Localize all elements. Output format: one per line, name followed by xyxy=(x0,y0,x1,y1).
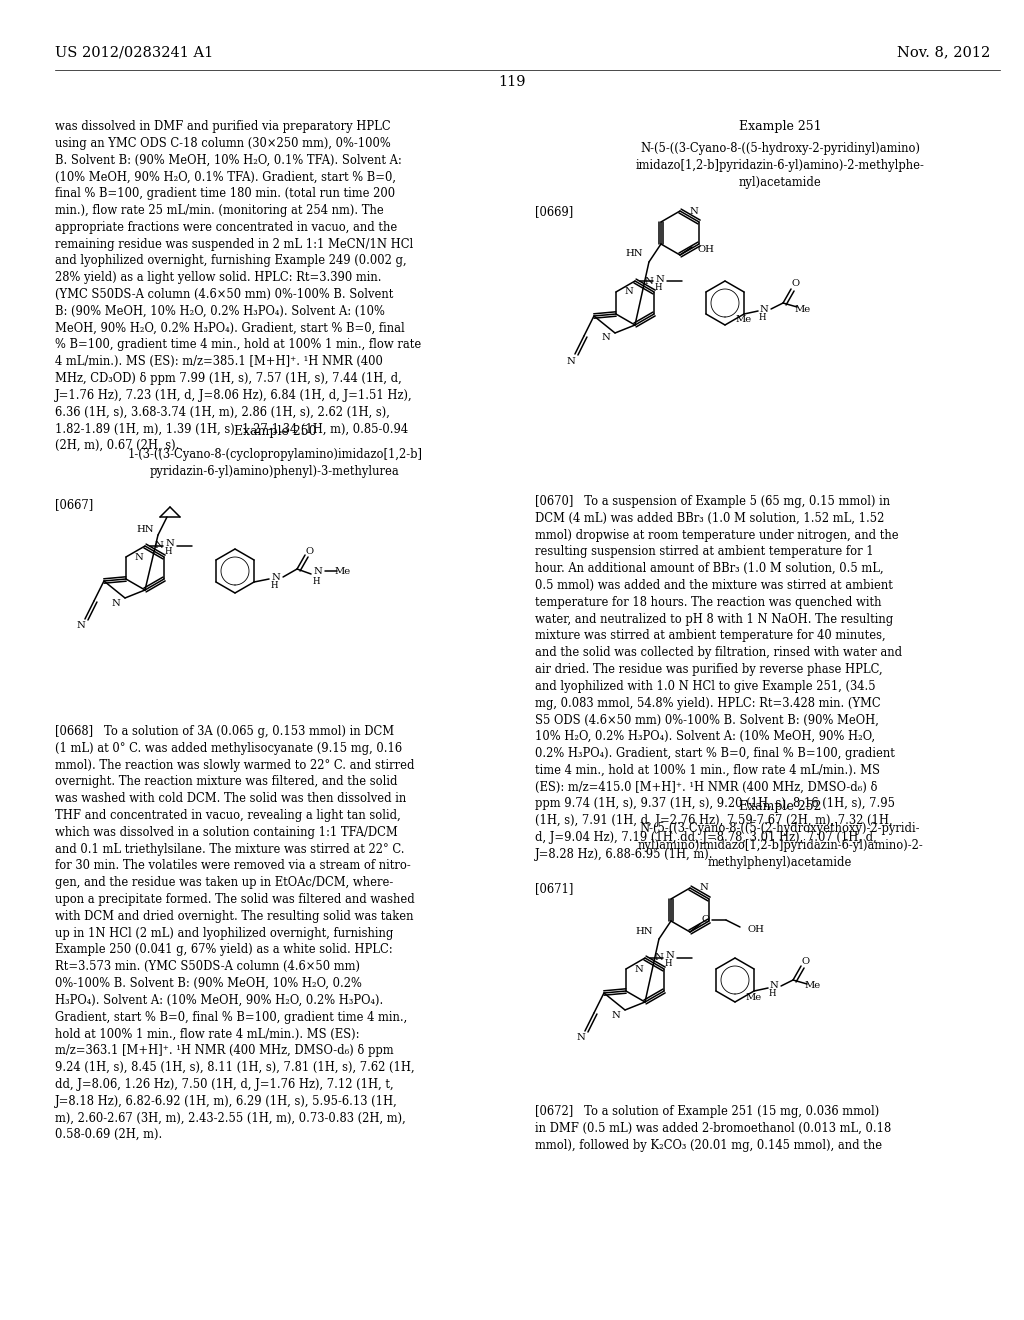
Text: Me: Me xyxy=(735,315,752,325)
Text: [0671]: [0671] xyxy=(535,882,573,895)
Text: HN: HN xyxy=(136,524,154,533)
Text: 119: 119 xyxy=(499,75,525,88)
Text: H: H xyxy=(164,548,172,557)
Text: N: N xyxy=(313,568,323,577)
Text: N: N xyxy=(666,952,675,961)
Text: H: H xyxy=(665,960,672,969)
Text: N: N xyxy=(166,540,174,549)
Text: 1-(3-((3-Cyano-8-(cyclopropylamino)imidazo[1,2-b]
pyridazin-6-yl)amino)phenyl)-3: 1-(3-((3-Cyano-8-(cyclopropylamino)imida… xyxy=(128,447,423,478)
Text: N: N xyxy=(154,541,163,550)
Text: N: N xyxy=(601,334,610,342)
Text: N: N xyxy=(271,573,281,582)
Text: Me: Me xyxy=(745,993,761,1002)
Text: N: N xyxy=(625,288,634,297)
Text: N: N xyxy=(77,622,85,631)
Text: N: N xyxy=(655,275,665,284)
Text: Me: Me xyxy=(805,982,821,990)
Text: H: H xyxy=(312,577,319,586)
Text: US 2012/0283241 A1: US 2012/0283241 A1 xyxy=(55,45,213,59)
Text: Example 252: Example 252 xyxy=(738,800,821,813)
Text: H: H xyxy=(768,990,776,998)
Text: N: N xyxy=(760,305,768,314)
Text: N: N xyxy=(699,883,708,892)
Text: N: N xyxy=(644,276,652,285)
Text: was dissolved in DMF and purified via preparatory HPLC
using an YMC ODS C-18 col: was dissolved in DMF and purified via pr… xyxy=(55,120,421,453)
Text: O: O xyxy=(792,280,800,289)
Text: N-(5-((3-Cyano-8-((5-hydroxy-2-pyridinyl)amino)
imidazo[1,2-b]pyridazin-6-yl)ami: N-(5-((3-Cyano-8-((5-hydroxy-2-pyridinyl… xyxy=(636,143,925,189)
Text: HN: HN xyxy=(626,249,643,259)
Text: O: O xyxy=(306,546,314,556)
Text: N: N xyxy=(135,553,143,561)
Text: N: N xyxy=(112,598,120,607)
Text: Example 250: Example 250 xyxy=(233,425,316,438)
Text: [0670]   To a suspension of Example 5 (65 mg, 0.15 mmol) in
DCM (4 mL) was added: [0670] To a suspension of Example 5 (65 … xyxy=(535,495,902,861)
Text: N-(5-((3-Cyano-8-((5-(2-hydroxyethoxy)-2-pyridi-
nyl)amino)imidazo[1,2-b]pyridaz: N-(5-((3-Cyano-8-((5-(2-hydroxyethoxy)-2… xyxy=(637,822,923,869)
Text: N: N xyxy=(770,982,778,990)
Text: H: H xyxy=(270,581,278,590)
Text: N: N xyxy=(635,965,644,974)
Text: HN: HN xyxy=(636,927,653,936)
Text: N: N xyxy=(611,1011,620,1019)
Text: Example 251: Example 251 xyxy=(738,120,821,133)
Text: Me: Me xyxy=(335,568,351,577)
Text: Me: Me xyxy=(795,305,811,314)
Text: O: O xyxy=(701,916,710,924)
Text: H: H xyxy=(654,282,662,292)
Text: [0669]: [0669] xyxy=(535,205,573,218)
Text: Nov. 8, 2012: Nov. 8, 2012 xyxy=(897,45,990,59)
Text: H: H xyxy=(759,313,766,322)
Text: O: O xyxy=(802,957,810,965)
Text: [0668]   To a solution of 3A (0.065 g, 0.153 mmol) in DCM
(1 mL) at 0° C. was ad: [0668] To a solution of 3A (0.065 g, 0.1… xyxy=(55,725,415,1142)
Text: N: N xyxy=(566,356,575,366)
Text: [0667]: [0667] xyxy=(55,498,93,511)
Text: N: N xyxy=(577,1034,586,1043)
Text: OH: OH xyxy=(698,246,715,255)
Text: N: N xyxy=(689,206,697,215)
Text: [0672]   To a solution of Example 251 (15 mg, 0.036 mmol)
in DMF (0.5 mL) was ad: [0672] To a solution of Example 251 (15 … xyxy=(535,1105,891,1151)
Text: OH: OH xyxy=(746,924,764,933)
Text: N: N xyxy=(654,953,663,962)
